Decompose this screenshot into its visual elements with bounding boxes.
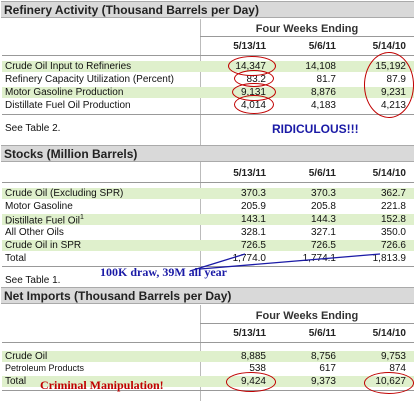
stocks-col-3: 5/14/10: [372, 168, 406, 179]
refinery-row-value: 8,876: [310, 87, 336, 98]
stocks-row-bg: [2, 188, 414, 199]
stocks-col-1: 5/13/11: [233, 168, 266, 179]
refinery-bottom-rule: [2, 114, 414, 115]
stocks-row-value: 1,774.0: [232, 253, 266, 264]
refinery-row-bg: [2, 87, 414, 98]
imports-row-value: 617: [319, 363, 336, 374]
refinery-section-title: Refinery Activity (Thousand Barrels per …: [1, 1, 414, 18]
imports-col-2: 5/6/11: [308, 328, 336, 339]
imports-row-label: Petroleum Products: [5, 363, 85, 373]
refinery-row-value: 4,183: [310, 100, 336, 111]
imports-period-rule: [200, 323, 414, 324]
stocks-row-label: All Other Oils: [5, 227, 64, 238]
circle-imports-total-current: [226, 372, 276, 392]
stocks-row-value: 726.5: [240, 240, 266, 251]
stocks-row-label: Motor Gasoline: [5, 201, 73, 212]
refinery-row-value: 81.7: [316, 74, 336, 85]
stocks-row-value: 143.1: [240, 214, 266, 225]
circle-year-ago-column: [364, 52, 414, 118]
stocks-row-value: 350.0: [380, 227, 406, 238]
refinery-col-1: 5/13/11: [233, 41, 266, 52]
refinery-col-3: 5/14/10: [372, 41, 406, 52]
imports-period-header: Four Weeks Ending: [255, 310, 359, 322]
stocks-row-value: 370.3: [240, 188, 266, 199]
stocks-row-value: 205.9: [240, 201, 266, 212]
refinery-row-label: Distillate Fuel Oil Production: [5, 100, 131, 111]
stocks-bottom-rule: [2, 266, 414, 267]
stocks-row-value: 205.8: [310, 201, 336, 212]
draw-annotation: 100K draw, 39M all year: [100, 265, 227, 279]
arrow-to-year-ago-total: [199, 253, 381, 270]
stocks-row-value: 144.3: [310, 214, 336, 225]
stocks-row-value: 370.3: [310, 188, 336, 199]
imports-row-bg: [2, 376, 414, 387]
stocks-row-value: 328.1: [240, 227, 266, 238]
stocks-row-value: 152.8: [380, 214, 406, 225]
imports-header-rule: [2, 342, 414, 343]
refinery-row-bg: [2, 61, 414, 72]
refinery-period-rule: [200, 36, 414, 37]
imports-col-1: 5/13/11: [233, 328, 266, 339]
stocks-row-value: 726.5: [310, 240, 336, 251]
stocks-col-2: 5/6/11: [308, 168, 336, 179]
stocks-row-label: Crude Oil (Excluding SPR): [5, 188, 124, 199]
imports-section-title: Net Imports (Thousand Barrels per Day): [1, 287, 414, 304]
imports-row-value: 538: [249, 363, 266, 374]
refinery-row-label: Motor Gasoline Production: [5, 87, 124, 98]
imports-row-bg: [2, 351, 414, 362]
imports-bottom-rule: [2, 390, 414, 391]
stocks-header-rule: [2, 182, 414, 183]
stocks-row-value: 362.7: [380, 188, 406, 199]
arrow-to-current-total: [189, 253, 246, 272]
imports-row-value: 9,753: [380, 351, 406, 362]
refinery-period-header: Four Weeks Ending: [255, 23, 359, 35]
stocks-row-value: 726.6: [380, 240, 406, 251]
refinery-row-value: 14,108: [305, 61, 336, 72]
stocks-section-title: Stocks (Million Barrels): [1, 145, 414, 162]
stocks-row-value: 1,813.9: [372, 253, 406, 264]
imports-row-label: Crude Oil: [5, 351, 48, 362]
imports-row-label: Total: [5, 376, 27, 387]
circle-imports-total-year-ago: [364, 372, 414, 394]
imports-row-value: 8,885: [240, 351, 266, 362]
refinery-row-label: Refinery Capacity Utilization (Percent): [5, 74, 174, 85]
footnote-marker: 1: [80, 214, 84, 221]
refinery-header-rule: [2, 55, 414, 56]
imports-col-3: 5/14/10: [372, 328, 406, 339]
stocks-row-bg: [2, 214, 414, 225]
stocks-row-label: Total: [5, 253, 27, 264]
refinery-note: See Table 2.: [5, 123, 61, 134]
stocks-row-value: 221.8: [380, 201, 406, 212]
ridiculous-annotation: RIDICULOUS!!!: [272, 122, 359, 136]
imports-row-value: 8,756: [310, 351, 336, 362]
refinery-row-label: Crude Oil Input to Refineries: [5, 61, 132, 72]
stocks-row-label: Distillate Fuel Oil1: [5, 214, 84, 227]
imports-row-value: 874: [389, 363, 406, 374]
imports-row-value: 9,373: [310, 376, 336, 387]
stocks-row-label: Crude Oil in SPR: [5, 240, 82, 251]
stocks-row-value: 327.1: [310, 227, 336, 238]
circle-distillate-current: [234, 95, 274, 114]
manipulation-annotation: Criminal Manipulation!: [40, 378, 164, 392]
refinery-col-2: 5/6/11: [308, 41, 336, 52]
stocks-note: See Table 1.: [5, 275, 61, 286]
stocks-row-bg: [2, 240, 414, 251]
